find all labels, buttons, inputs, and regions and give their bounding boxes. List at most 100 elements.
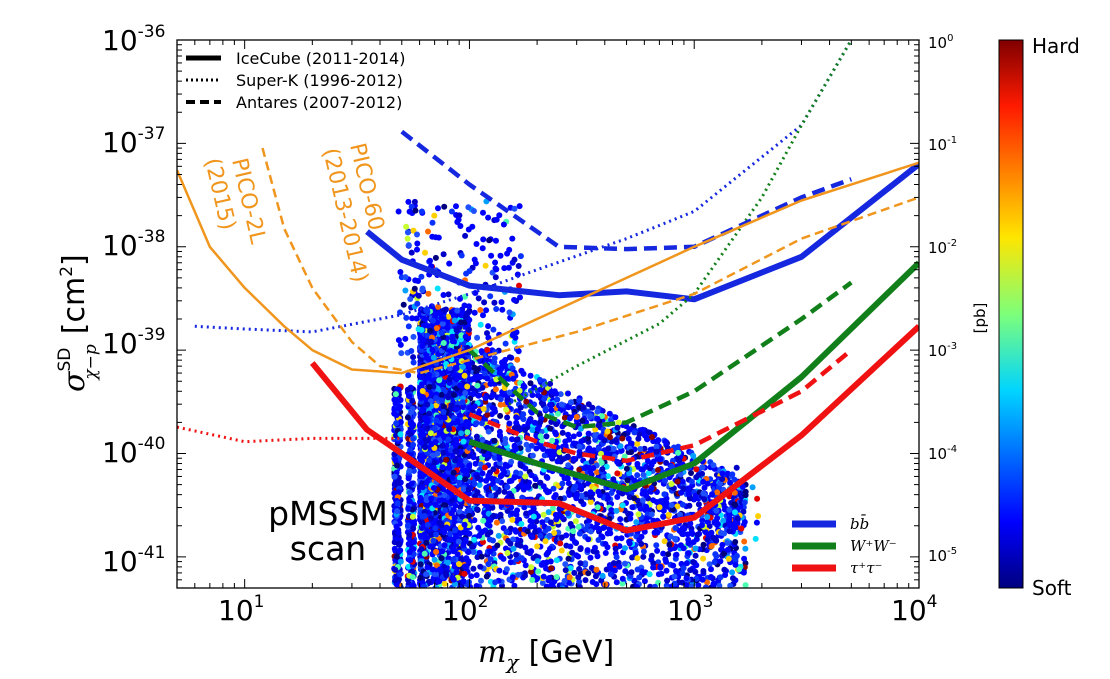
scatter-point bbox=[663, 567, 670, 574]
scatter-point bbox=[529, 452, 536, 459]
scatter-point bbox=[517, 526, 524, 533]
scatter-point bbox=[418, 374, 425, 381]
scatter-point bbox=[578, 498, 585, 505]
scatter-point bbox=[463, 419, 470, 425]
scatter-point bbox=[628, 449, 635, 456]
scatter-point bbox=[466, 530, 473, 537]
scatter-point bbox=[594, 469, 600, 476]
scatter-point bbox=[608, 507, 615, 514]
scatter-point bbox=[432, 525, 439, 532]
scatter-point bbox=[517, 542, 524, 549]
scatter-point bbox=[547, 519, 554, 526]
scatter-point bbox=[610, 445, 617, 452]
scatter-point bbox=[453, 436, 460, 443]
scatter-point bbox=[422, 444, 429, 451]
scatter-point bbox=[465, 549, 472, 556]
scatter-point bbox=[525, 446, 532, 453]
scatter-point bbox=[602, 541, 609, 547]
scatter-point bbox=[547, 380, 554, 387]
scatter-point bbox=[487, 380, 494, 387]
scatter-point bbox=[598, 459, 605, 466]
scatter-point bbox=[566, 574, 573, 581]
scatter-point bbox=[544, 474, 551, 481]
scatter-point bbox=[623, 465, 630, 472]
scatter-point bbox=[559, 585, 566, 588]
scatter-point bbox=[537, 386, 544, 393]
scatter-point bbox=[481, 464, 488, 471]
scatter-point bbox=[518, 555, 525, 562]
scatter-point bbox=[504, 484, 511, 491]
scatter-point bbox=[478, 420, 485, 427]
scatter-point bbox=[599, 572, 606, 579]
scatter-point bbox=[513, 556, 520, 563]
scatter-point bbox=[457, 382, 464, 389]
scatter-point bbox=[629, 554, 636, 561]
scatter-point bbox=[473, 572, 480, 579]
scatter-point bbox=[626, 470, 633, 477]
scatter-point bbox=[545, 525, 552, 532]
scatter-point bbox=[606, 526, 613, 533]
scatter-point bbox=[521, 504, 528, 511]
scatter-point bbox=[656, 504, 663, 511]
scatter-point bbox=[653, 443, 660, 450]
scatter-point bbox=[704, 514, 711, 520]
scatter-point bbox=[742, 582, 749, 588]
scatter-point bbox=[448, 536, 454, 543]
scatter-point bbox=[677, 471, 684, 478]
scatter-point bbox=[514, 436, 521, 443]
scatter-point bbox=[522, 544, 529, 551]
scatter-point bbox=[605, 495, 612, 502]
scatter-point bbox=[551, 530, 558, 536]
scatter-point bbox=[649, 434, 655, 440]
scatter-point bbox=[426, 410, 433, 417]
scatter-point bbox=[688, 529, 695, 536]
scatter-point bbox=[570, 433, 577, 440]
scatter-point bbox=[436, 377, 443, 384]
scatter-point bbox=[576, 578, 583, 585]
scatter-point bbox=[598, 577, 605, 584]
scatter-point bbox=[460, 486, 467, 493]
scatter-point bbox=[438, 397, 445, 404]
scatter-point bbox=[585, 446, 592, 453]
scatter-point bbox=[447, 447, 454, 454]
scatter-point bbox=[571, 569, 578, 576]
scatter-point bbox=[548, 388, 555, 395]
scatter-point bbox=[592, 436, 599, 443]
scatter-point bbox=[548, 582, 555, 588]
scatter-point bbox=[487, 578, 494, 585]
scatter-point bbox=[676, 457, 683, 464]
scatter-point bbox=[711, 519, 718, 526]
scatter-point bbox=[423, 494, 430, 501]
scatter-point bbox=[457, 448, 464, 455]
scatter-point bbox=[469, 544, 476, 550]
scatter-point bbox=[559, 429, 566, 436]
scatter-point bbox=[558, 547, 565, 554]
scatter-point bbox=[497, 401, 504, 408]
scatter-point bbox=[570, 455, 577, 462]
scatter-point bbox=[534, 558, 541, 564]
scatter-point bbox=[470, 565, 477, 572]
scatter-point bbox=[486, 522, 493, 529]
scatter-point bbox=[461, 570, 468, 577]
scatter-point bbox=[519, 494, 526, 501]
scatter-point bbox=[484, 375, 491, 382]
scatter-point bbox=[426, 457, 433, 464]
scatter-point bbox=[477, 563, 484, 570]
scatter-point bbox=[702, 584, 709, 588]
scatter-point bbox=[424, 521, 431, 528]
scatter-point bbox=[683, 575, 690, 582]
scatter-point bbox=[575, 523, 582, 530]
scatter-point bbox=[700, 490, 707, 497]
scatter-point bbox=[518, 481, 525, 488]
scatter-point bbox=[553, 516, 560, 523]
scatter-point bbox=[665, 511, 672, 518]
scatter-point bbox=[641, 578, 648, 585]
scatter-point bbox=[565, 390, 571, 397]
scatter-point bbox=[441, 403, 447, 410]
scatter-point bbox=[564, 454, 571, 461]
scatter-point bbox=[458, 430, 465, 437]
scatter-point bbox=[470, 390, 477, 397]
scatter-point bbox=[456, 479, 463, 486]
scatter-point bbox=[528, 533, 535, 540]
scatter-point bbox=[594, 415, 601, 422]
